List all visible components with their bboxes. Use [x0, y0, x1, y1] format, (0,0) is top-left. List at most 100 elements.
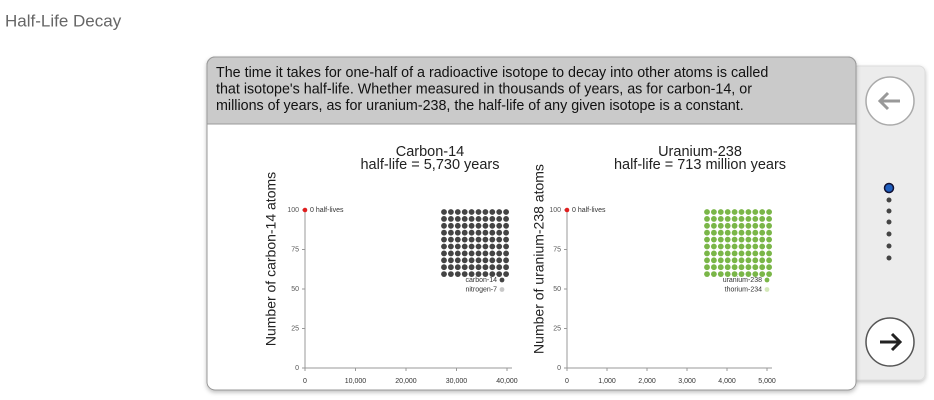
x-tick-label: 1,000 — [598, 378, 616, 385]
atom-dot — [738, 216, 745, 222]
atom-dot — [441, 209, 447, 215]
atom-dot — [448, 271, 454, 277]
atom-dot — [766, 229, 772, 236]
atom-dot — [711, 229, 717, 236]
atom-dot — [724, 264, 731, 271]
atom-dot — [724, 229, 731, 236]
atom-dot — [454, 257, 461, 264]
atom-dot — [711, 243, 717, 250]
atom-dot — [489, 216, 496, 222]
atom-dot — [704, 271, 710, 277]
atom-dot — [496, 264, 503, 271]
atom-dot — [724, 236, 731, 243]
page-dots[interactable] — [883, 182, 895, 261]
atom-dot — [454, 271, 461, 277]
atom-dot — [441, 264, 447, 271]
atom-dot — [468, 250, 475, 257]
atom-dot — [461, 264, 468, 271]
atom-dot — [489, 222, 496, 229]
atom-dot — [461, 257, 468, 264]
atom-dot — [766, 222, 772, 229]
atom-dot — [759, 243, 766, 250]
atom-dot — [468, 216, 475, 222]
atom-dot — [745, 243, 752, 250]
atom-dot — [717, 250, 724, 257]
atom-dot — [441, 216, 447, 222]
atom-dot — [704, 222, 710, 229]
atom-dot — [738, 271, 745, 277]
atom-dot — [503, 264, 509, 271]
atom-dot — [745, 209, 752, 215]
atom-dot — [454, 216, 461, 222]
back-button[interactable] — [865, 76, 915, 126]
atom-dot — [704, 216, 710, 222]
atom-dot — [738, 243, 745, 250]
atom-dot — [503, 243, 509, 250]
y-tick-label: 75 — [553, 246, 561, 253]
atom-dot — [461, 216, 468, 222]
atom-dot — [731, 243, 738, 250]
atom-dot — [766, 250, 772, 257]
legend-swatch — [764, 287, 770, 292]
atom-dot — [441, 222, 447, 229]
point-label: 0 half-lives — [310, 207, 344, 214]
atom-dot — [704, 250, 710, 257]
atom-dot — [745, 236, 752, 243]
chart-title: Uranium-238 — [658, 144, 742, 160]
legend-label: thorium-234 — [725, 286, 762, 293]
atom-dot — [448, 222, 454, 229]
atom-dot — [503, 229, 509, 236]
atom-dot — [461, 229, 468, 236]
next-button[interactable] — [865, 317, 915, 367]
y-tick-label: 0 — [557, 365, 561, 372]
legend-label: carbon-14 — [465, 277, 497, 284]
atom-dot — [482, 264, 489, 271]
x-tick-label: 0 — [565, 378, 569, 385]
description-line: The time it takes for one-half of a radi… — [216, 65, 768, 81]
atom-dot — [711, 271, 717, 277]
atom-dot — [738, 222, 745, 229]
y-tick-label: 25 — [553, 325, 561, 332]
atom-dot — [711, 264, 717, 271]
atom-dot — [752, 257, 759, 264]
atom-dot — [454, 229, 461, 236]
atom-dot — [759, 216, 766, 222]
atom-dot — [724, 257, 731, 264]
atom-dot — [489, 236, 496, 243]
atom-dot — [717, 236, 724, 243]
atom-dot — [482, 209, 489, 215]
atom-dot — [496, 250, 503, 257]
atom-dot — [461, 250, 468, 257]
atom-dot — [448, 257, 454, 264]
atom-dot — [766, 236, 772, 243]
data-point — [302, 207, 308, 213]
y-tick-label: 100 — [549, 207, 561, 214]
atom-dot — [475, 250, 482, 257]
legend-swatch — [499, 287, 505, 292]
atom-dot — [496, 229, 503, 236]
atom-dot — [752, 209, 759, 215]
x-tick-label: 2,000 — [638, 378, 656, 385]
atom-dot — [496, 236, 503, 243]
atom-dot — [731, 229, 738, 236]
y-axis-label: Number of carbon-14 atoms — [263, 172, 279, 346]
atom-dot — [441, 243, 447, 250]
atom-dot — [724, 216, 731, 222]
legend-swatch — [499, 277, 505, 283]
atom-dot — [752, 243, 759, 250]
atom-dot — [475, 243, 482, 250]
atom-dot — [496, 271, 503, 277]
y-tick-label: 50 — [553, 286, 561, 293]
x-tick-label: 40,000 — [496, 378, 518, 385]
x-tick-label: 0 — [303, 378, 307, 385]
description-line: millions of years, as for uranium-238, t… — [216, 98, 744, 114]
atom-dot — [704, 243, 710, 250]
atom-dot — [745, 264, 752, 271]
x-tick-label: 3,000 — [678, 378, 696, 385]
atom-dot — [745, 229, 752, 236]
x-tick-label: 10,000 — [345, 378, 367, 385]
atom-dot — [752, 229, 759, 236]
atom-dot — [441, 236, 447, 243]
